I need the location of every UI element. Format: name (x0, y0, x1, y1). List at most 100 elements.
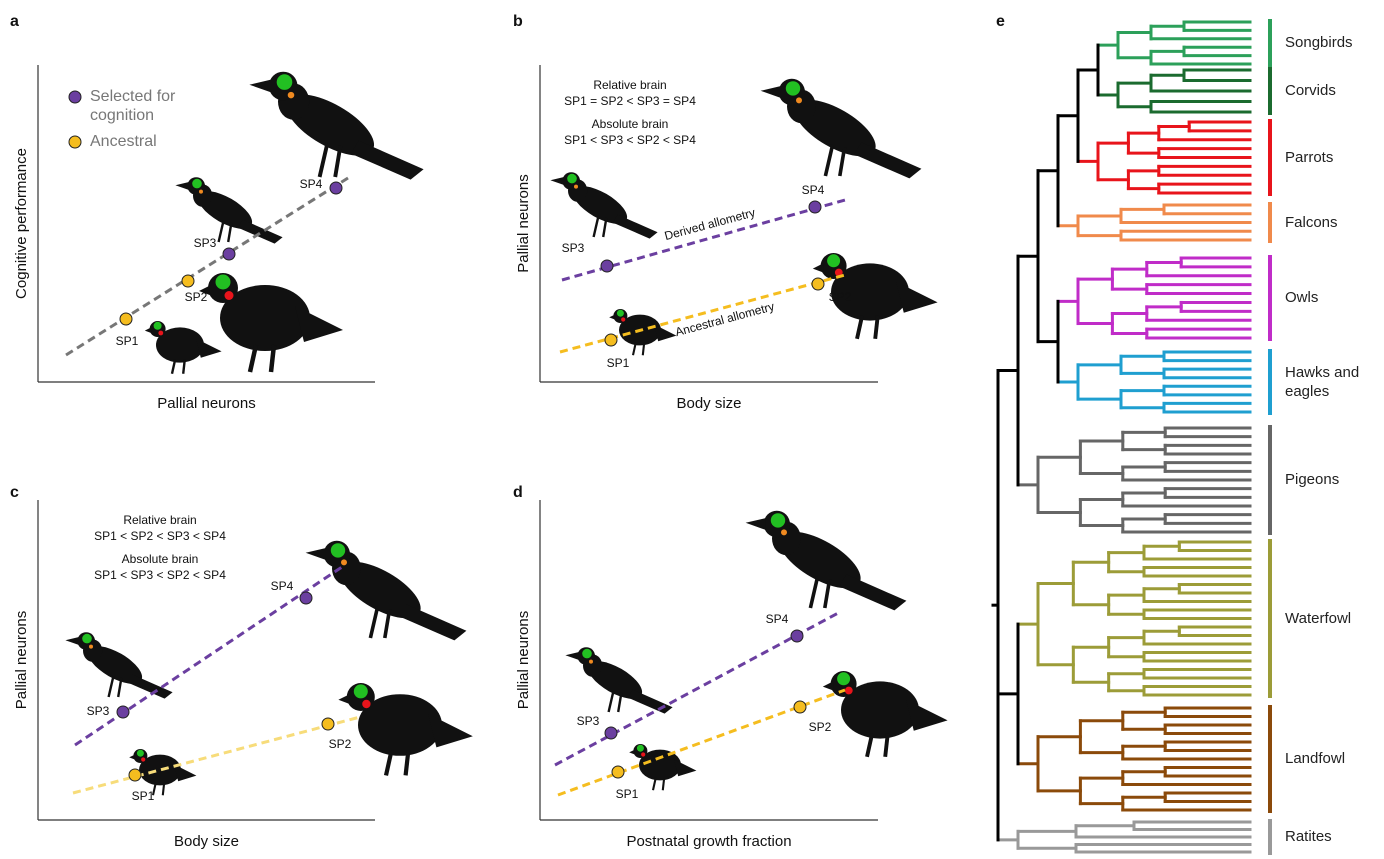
species-label: SP1 (607, 356, 630, 370)
leg (406, 750, 409, 775)
tail (674, 759, 696, 776)
group-bar (1268, 119, 1272, 196)
species-point (117, 706, 129, 718)
beak (65, 637, 79, 645)
x-axis-label: Pallial neurons (157, 395, 255, 412)
tail (174, 764, 196, 781)
panel-letter: b (513, 13, 523, 30)
note: SP1 < SP3 < SP2 < SP4 (564, 133, 696, 147)
beak (338, 694, 349, 704)
leg (109, 676, 114, 697)
tail (854, 142, 921, 178)
species-label: SP4 (766, 612, 789, 626)
beak (175, 182, 189, 190)
crow-silhouette (746, 511, 907, 611)
panel-letter: c (10, 484, 19, 501)
brain-patch (567, 174, 577, 184)
crow-silhouette (550, 172, 657, 238)
tail (399, 604, 466, 640)
group-label: Parrots (1285, 148, 1375, 167)
y-axis-label: Cognitive performance (13, 148, 30, 299)
x-axis-label: Body size (174, 833, 239, 850)
brain-patch (637, 745, 644, 752)
brain-patch (225, 291, 234, 300)
species-label: SP2 (829, 290, 852, 304)
line-label: Ancestral allometry (674, 299, 776, 339)
brain-patch (362, 700, 370, 708)
note: SP1 < SP2 < SP3 < SP4 (94, 529, 226, 543)
leg (320, 143, 328, 177)
brain-patch (137, 750, 144, 757)
fowl-silhouette (609, 309, 676, 355)
species-point (182, 275, 194, 287)
species-point (223, 248, 235, 260)
note: Relative brain (593, 78, 666, 92)
legend-marker (69, 136, 81, 148)
note: Absolute brain (122, 552, 199, 566)
leg (885, 733, 888, 756)
beak (609, 315, 615, 320)
beak (761, 86, 781, 98)
brain-patch (781, 529, 787, 535)
species-point (605, 727, 617, 739)
note: Relative brain (123, 513, 196, 527)
tail (896, 282, 938, 313)
y-axis-label: Pallial neurons (13, 611, 30, 709)
legend-marker (69, 91, 81, 103)
note: Absolute brain (592, 117, 669, 131)
brain-patch (574, 185, 578, 189)
brain-patch (582, 649, 592, 659)
figure: aCognitive performancePallial neuronsSP1… (0, 0, 1384, 859)
note: SP1 < SP3 < SP2 < SP4 (94, 568, 226, 582)
beak (823, 681, 833, 690)
leg (609, 691, 614, 712)
group-label: Owls (1285, 288, 1375, 307)
group-bar (1268, 202, 1272, 243)
fowl-silhouette (338, 683, 472, 775)
beak (129, 755, 135, 760)
group-bar (1268, 819, 1272, 855)
note: SP1 = SP2 < SP3 = SP4 (564, 94, 696, 108)
brain-patch (158, 331, 163, 336)
beak (249, 80, 271, 93)
brain-patch (154, 322, 162, 330)
species-point (330, 182, 342, 194)
leg (825, 145, 832, 176)
x-axis-label: Body size (676, 395, 741, 412)
group-label: Ratites (1285, 827, 1375, 846)
group-bar (1268, 425, 1272, 535)
leg (875, 315, 878, 338)
legend-label: Ancestral (90, 132, 200, 151)
group-bar (1268, 349, 1272, 415)
species-label: SP1 (132, 789, 155, 803)
species-label: SP1 (616, 787, 639, 801)
group-bar (1268, 67, 1272, 115)
x-axis-label: Postnatal growth fraction (626, 833, 791, 850)
beak (145, 327, 151, 333)
beak (565, 652, 579, 660)
brain-patch (837, 672, 850, 685)
brain-patch (192, 179, 202, 189)
trend-line (73, 717, 360, 793)
species-label: SP4 (802, 183, 825, 197)
fowl-silhouette (199, 273, 343, 372)
group-label: Pigeons (1285, 470, 1375, 489)
species-point (300, 592, 312, 604)
group-label: Landfowl (1285, 749, 1375, 768)
beak (746, 518, 766, 530)
beak (550, 177, 564, 185)
brain-patch (641, 752, 645, 756)
beak (813, 263, 823, 272)
group-bar (1268, 705, 1272, 813)
leg (271, 345, 274, 372)
brain-patch (82, 634, 92, 644)
tail (351, 141, 424, 180)
species-label: SP3 (194, 236, 217, 250)
brain-patch (621, 317, 625, 321)
line-label: Derived allometry (663, 205, 757, 243)
beak (629, 750, 635, 755)
species-point (809, 201, 821, 213)
crow-silhouette (306, 541, 467, 641)
fowl-silhouette (629, 744, 696, 790)
species-label: SP1 (116, 334, 139, 348)
